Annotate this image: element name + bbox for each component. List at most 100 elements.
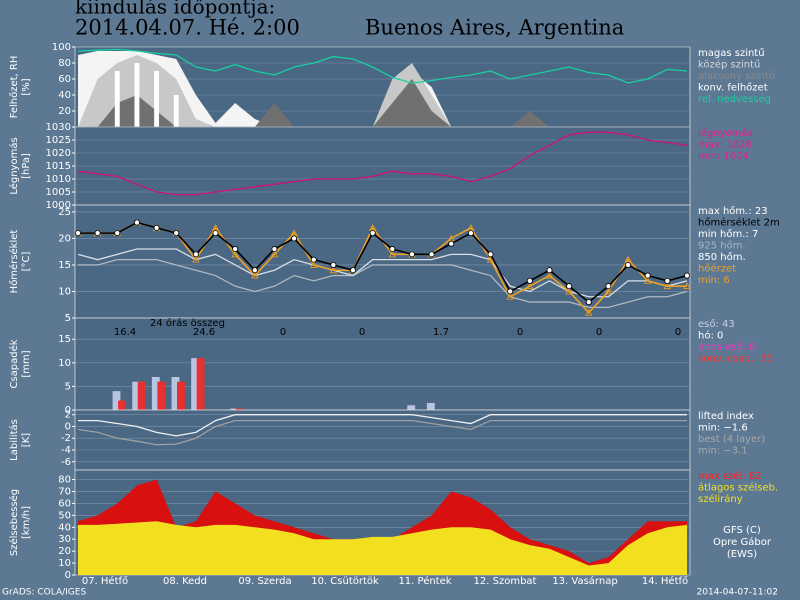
series-line (78, 258, 688, 309)
daily-total: 16.4 (114, 327, 136, 338)
legend-entry: min: −3.1 (698, 446, 748, 457)
point-marker (291, 235, 298, 242)
point-marker (428, 251, 435, 258)
point-marker (114, 230, 121, 237)
y-tick-label: 30 (58, 534, 71, 545)
bar (235, 408, 244, 410)
y-tick-label: 0 (65, 405, 71, 416)
point-marker (507, 288, 514, 295)
header-date: 2014.04.07. Hé. 2:00 (75, 16, 300, 40)
point-marker (94, 230, 101, 237)
y-axis-label-line: Csapadék (8, 339, 20, 388)
legend-entry: min hőm.: 7 (698, 228, 758, 240)
legend-entry: közép szintű (698, 59, 760, 71)
y-tick-label: 10 (58, 286, 71, 297)
bar (112, 391, 121, 410)
legend-entry: hó: 0 (698, 330, 723, 342)
point-marker (546, 267, 553, 274)
bar (151, 376, 160, 410)
footer-left: GrADS: COLA/IGES (2, 588, 86, 598)
x-day-label: 09. Szerda (238, 576, 291, 587)
legend-entry: konv. felhőzet (698, 82, 768, 94)
legend-entry: max hőm.: 23 (698, 205, 768, 217)
bar (173, 95, 179, 127)
point-marker (448, 240, 455, 247)
y-axis-label-line: [%] (21, 78, 32, 95)
legend-entry: 850 hőm. (698, 251, 746, 263)
point-marker (389, 246, 396, 253)
y-tick-label: 60 (58, 74, 71, 85)
point-marker (604, 287, 613, 295)
y-tick-label: 10 (58, 558, 71, 569)
daily-total: 0 (675, 327, 681, 338)
y-axis-label-line: Szélsebesség (8, 489, 20, 556)
bar (154, 71, 160, 127)
y-tick-label: 0 (65, 421, 71, 432)
panel (74, 204, 691, 319)
credit: Opre Gábor (713, 536, 772, 548)
y-axis-label-line: Felhőzet, RH (8, 56, 20, 119)
legend-entry: min: −1.6 (698, 423, 748, 434)
daily-total: 0 (280, 327, 286, 338)
y-tick-label: 50 (58, 510, 71, 521)
point-marker (192, 255, 200, 263)
header-location: Buenos Aires, Argentina (365, 16, 624, 40)
point-marker (133, 219, 140, 226)
daily-total: 0 (359, 327, 365, 338)
bar (157, 381, 166, 410)
y-axis-label-line: [mm] (21, 350, 32, 377)
point-marker (486, 255, 495, 263)
point-marker (683, 282, 691, 290)
series-line (77, 248, 688, 298)
legend-entry: szélirány (698, 493, 743, 505)
bar (191, 358, 200, 410)
y-axis-label: Hőmérséklet [°C] (8, 230, 32, 294)
y-tick-label: 1015 (46, 161, 71, 172)
y-tick-label: 100 (52, 42, 71, 53)
bar (407, 405, 416, 410)
y-tick-label: 0 (65, 570, 71, 581)
point-marker (369, 230, 376, 237)
point-marker (644, 272, 651, 279)
y-tick-label: -2 (61, 433, 71, 444)
point-marker (585, 308, 593, 316)
bar (426, 402, 435, 410)
point-marker (644, 277, 652, 284)
series-line (77, 48, 688, 84)
bar (196, 358, 205, 410)
y-tick-label: -6 (61, 457, 71, 468)
y-axis-label-line: Légnyomás (8, 137, 20, 194)
legend-entry: 925 hőm. (698, 240, 746, 252)
point-marker (173, 230, 180, 237)
y-tick-label: 2 (65, 410, 71, 421)
legend-entry: alacsony szintű (698, 70, 775, 82)
point-marker (251, 267, 258, 274)
sum-title: 24 órás összeg (150, 317, 225, 329)
y-tick-label: 1010 (46, 174, 71, 185)
point-marker (684, 272, 691, 279)
point-marker (487, 251, 494, 258)
y-tick-label: 40 (58, 522, 71, 533)
y-tick-label: 60 (58, 498, 71, 509)
legend-entry: átlagos szélseb. (698, 482, 778, 494)
y-tick-label: 15 (58, 334, 71, 345)
bar (118, 400, 126, 410)
y-tick-label: 80 (58, 58, 71, 69)
y-tick-label: 5 (65, 381, 71, 392)
point-marker (271, 246, 278, 253)
y-tick-label: 80 (58, 475, 71, 486)
point-marker (625, 261, 632, 268)
bar (171, 376, 180, 410)
x-day-label: 12. Szombat (474, 576, 537, 587)
y-tick-label: 20 (58, 546, 71, 557)
y-tick-label: 40 (58, 90, 71, 101)
y-axis-label-line: Labilitás (8, 419, 20, 461)
legend-entry: magas szintű (698, 47, 765, 59)
bar (132, 381, 141, 410)
y-tick-label: 1020 (46, 148, 71, 159)
legend-entry: min: 1004 (698, 151, 749, 162)
point-marker (545, 271, 554, 279)
point-marker (251, 271, 259, 279)
x-day-label: 10. Csütörtök (311, 576, 379, 587)
